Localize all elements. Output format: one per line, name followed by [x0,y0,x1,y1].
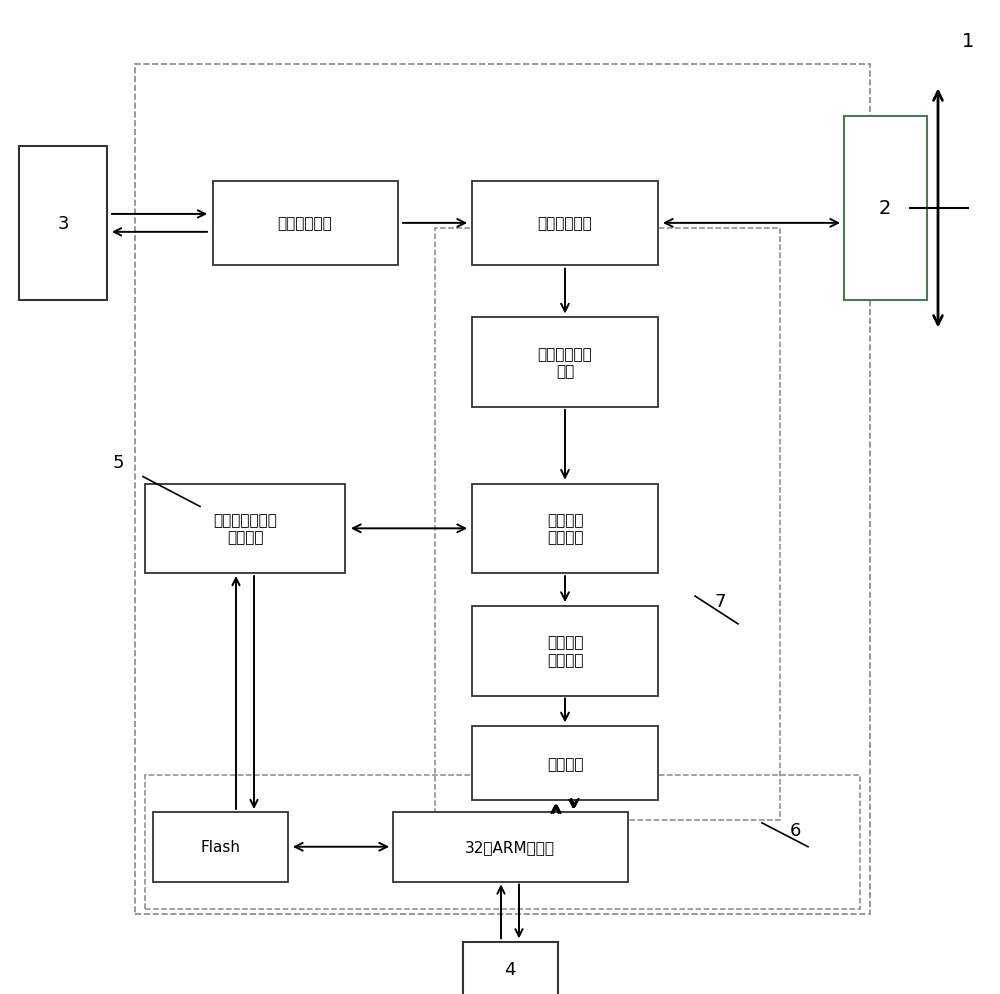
Text: 图像灰度化及
缩放: 图像灰度化及 缩放 [538,347,592,379]
Text: 1: 1 [962,32,974,52]
Bar [19,146,107,300]
Text: 结果判定: 结果判定 [547,755,583,771]
Text: Flash: Flash [200,839,240,855]
Text: 7: 7 [714,592,726,610]
Bar [472,606,658,696]
Bar [135,65,870,914]
Bar [844,116,926,300]
Bar [435,229,780,820]
Text: 32位ARM处理器: 32位ARM处理器 [465,839,555,855]
Text: 4: 4 [504,960,516,978]
Text: 2: 2 [879,199,891,219]
Text: 3: 3 [57,215,69,233]
Bar [472,726,658,801]
Bar [472,484,658,574]
Text: 目标靶模板加载
及规格化: 目标靶模板加载 及规格化 [213,513,277,545]
Bar [212,181,398,265]
Text: 触发信号检测: 触发信号检测 [278,216,332,232]
Bar [152,812,288,882]
Bar [462,942,558,994]
Bar [472,318,658,408]
Bar [392,812,628,882]
Bar [472,181,658,265]
Text: 6: 6 [789,821,801,839]
Text: 图像数据采集: 图像数据采集 [538,216,592,232]
Bar [145,484,345,574]
Bar [145,775,860,910]
Text: 目标图像
精确匹配: 目标图像 精确匹配 [547,635,583,667]
Text: 目标图像
粗略匹配: 目标图像 粗略匹配 [547,513,583,545]
Text: 5: 5 [112,453,124,471]
